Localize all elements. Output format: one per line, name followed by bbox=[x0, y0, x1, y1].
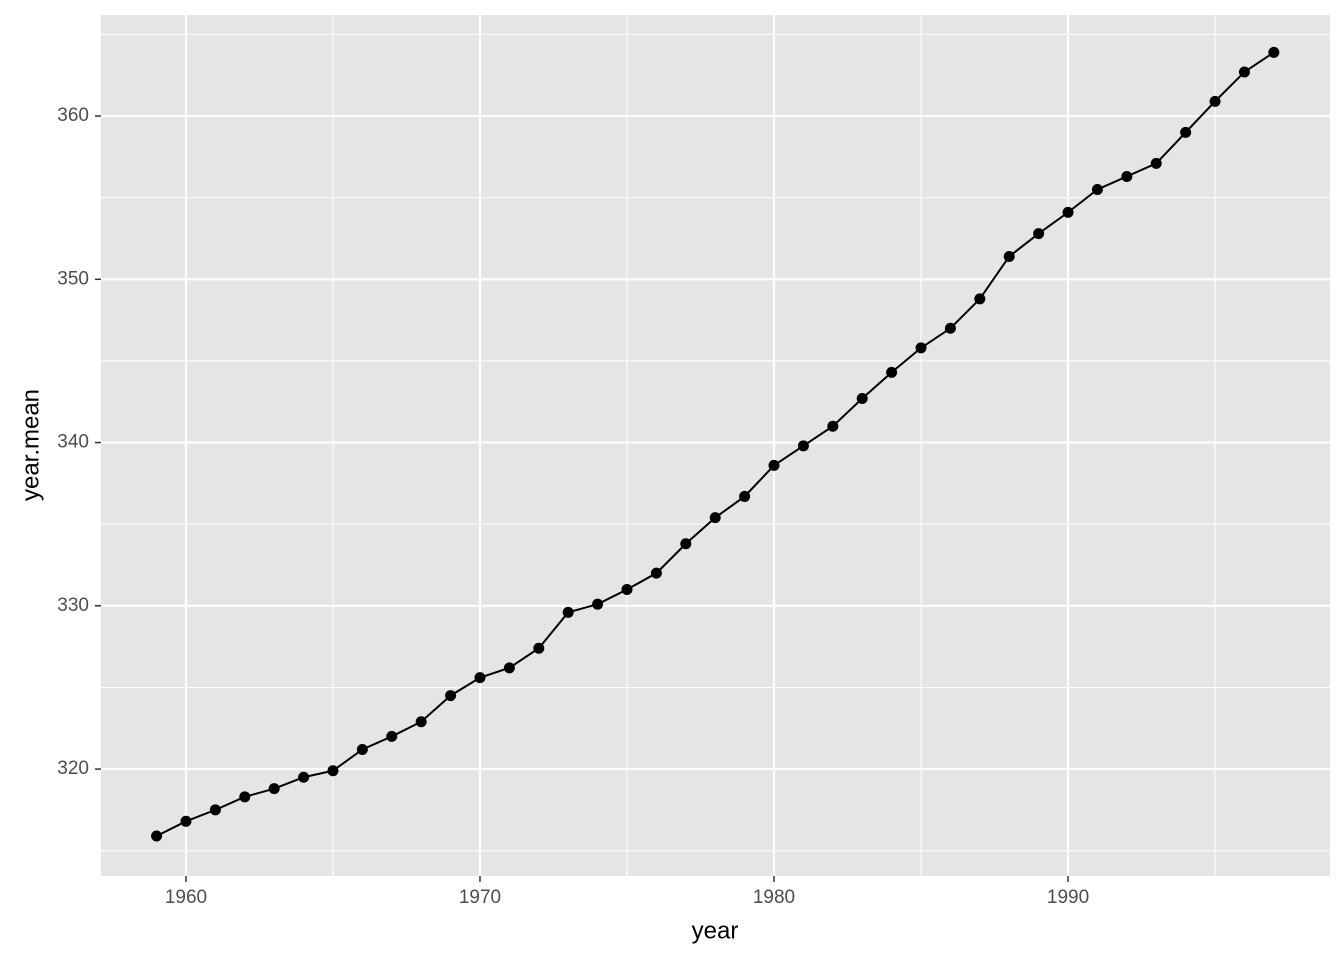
point bbox=[386, 730, 398, 742]
point bbox=[180, 815, 192, 827]
point bbox=[944, 322, 956, 334]
y-tick-label: 330 bbox=[57, 595, 89, 616]
point bbox=[797, 440, 809, 452]
point bbox=[1062, 206, 1074, 218]
point bbox=[680, 538, 692, 550]
marks bbox=[151, 46, 1280, 842]
y-tick-label: 320 bbox=[57, 758, 89, 779]
panel bbox=[101, 15, 1330, 876]
point bbox=[1150, 157, 1162, 169]
point bbox=[974, 293, 986, 305]
x-tick-label: 1970 bbox=[459, 887, 501, 908]
point bbox=[298, 771, 310, 783]
x-axis-title: year bbox=[692, 917, 739, 944]
point bbox=[1238, 66, 1250, 78]
point bbox=[1209, 95, 1221, 107]
point bbox=[268, 783, 280, 795]
y-tick-label: 360 bbox=[57, 105, 89, 126]
point bbox=[1091, 184, 1103, 196]
point bbox=[533, 642, 545, 654]
point bbox=[856, 392, 868, 404]
point bbox=[827, 420, 839, 432]
point bbox=[445, 690, 457, 702]
x-tick-label: 1990 bbox=[1047, 887, 1089, 908]
point bbox=[1121, 170, 1133, 182]
point bbox=[709, 512, 721, 524]
point bbox=[503, 662, 515, 674]
point bbox=[474, 672, 486, 684]
point bbox=[621, 583, 633, 595]
point bbox=[1003, 250, 1015, 262]
y-tick-label: 340 bbox=[57, 432, 89, 453]
point bbox=[886, 366, 898, 378]
x-tick-label: 1980 bbox=[753, 887, 795, 908]
y-tick-label: 350 bbox=[57, 268, 89, 289]
grid bbox=[101, 15, 1330, 876]
point bbox=[1268, 46, 1280, 58]
point bbox=[562, 606, 574, 618]
point bbox=[1180, 126, 1192, 138]
point bbox=[1033, 228, 1045, 240]
point bbox=[151, 830, 163, 842]
y-axis-title: year.mean bbox=[17, 389, 44, 501]
point bbox=[768, 459, 780, 471]
point bbox=[915, 342, 927, 354]
point bbox=[239, 791, 251, 803]
point bbox=[415, 716, 427, 728]
point bbox=[327, 765, 339, 777]
point bbox=[739, 490, 751, 502]
point bbox=[209, 804, 221, 816]
x-tick-label: 1960 bbox=[165, 887, 207, 908]
point bbox=[650, 567, 662, 579]
point bbox=[356, 743, 368, 755]
point bbox=[592, 598, 604, 610]
